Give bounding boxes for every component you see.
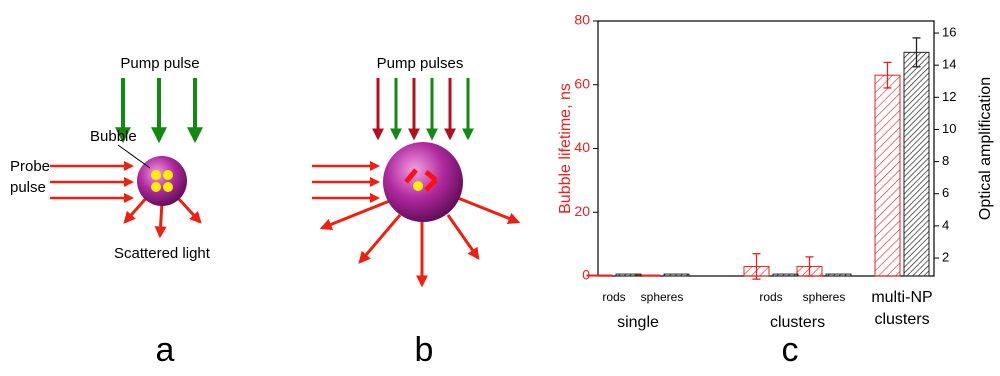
error-bar bbox=[912, 37, 921, 68]
bar bbox=[615, 273, 642, 277]
x-tick-label: spheres bbox=[641, 290, 684, 304]
bubble bbox=[137, 156, 187, 206]
y-tick-label: 0 bbox=[582, 267, 590, 283]
y2-tick-label: 16 bbox=[942, 24, 956, 39]
error-bar bbox=[883, 61, 892, 89]
pump-label: Pump pulse bbox=[120, 55, 199, 72]
bubble-pointer bbox=[117, 144, 151, 169]
y-axis-title: Bubble lifetime, ns bbox=[557, 83, 574, 214]
panel-label: c bbox=[782, 331, 799, 369]
bar bbox=[874, 74, 901, 277]
bar bbox=[825, 273, 852, 277]
pump-label: Pump pulses bbox=[377, 55, 464, 72]
y2-tick-label: 8 bbox=[942, 153, 949, 168]
x-tick-label: multi-NP clusters bbox=[871, 289, 932, 328]
probe-label: pulse bbox=[10, 179, 46, 196]
probe-arrows bbox=[50, 161, 134, 203]
y-tick-label: 20 bbox=[574, 203, 590, 219]
y2-tick-label: 6 bbox=[942, 185, 949, 200]
probe-arrows bbox=[312, 161, 380, 203]
scatter-arrows bbox=[123, 195, 202, 239]
x-tick-label: spheres bbox=[803, 290, 846, 304]
chart: c 0 20 40 60 80 2 4 6 8 10 12 14 16 Bubble lifetime, … bbox=[557, 12, 994, 369]
scatter-arrows bbox=[319, 196, 521, 288]
x-tick-label: rods bbox=[759, 290, 782, 304]
bar bbox=[586, 274, 613, 277]
panel-label: b bbox=[415, 331, 434, 369]
y2-tick-label: 14 bbox=[942, 57, 956, 72]
nanoparticles bbox=[151, 170, 173, 192]
y-tick-label: 40 bbox=[574, 139, 590, 155]
y2-tick-label: 10 bbox=[942, 121, 956, 136]
pump-arrows bbox=[115, 78, 203, 144]
x-tick-label: rods bbox=[602, 290, 625, 304]
panel-label: a bbox=[156, 331, 175, 369]
y2-tick-label: 4 bbox=[942, 217, 949, 232]
panel-a: Pump pulse Bubble Probe pulse Scattered … bbox=[10, 55, 211, 369]
bubble bbox=[383, 142, 463, 222]
bar bbox=[772, 273, 799, 277]
y2-tick-label: 2 bbox=[942, 249, 949, 264]
pump-arrows bbox=[372, 78, 474, 141]
bar bbox=[903, 51, 930, 277]
group-label: clusters bbox=[770, 314, 825, 331]
bar bbox=[663, 273, 690, 277]
scattered-label: Scattered light bbox=[114, 245, 211, 262]
nanoparticles bbox=[404, 168, 438, 192]
group-label: single bbox=[617, 314, 659, 331]
nanoparticle bbox=[413, 181, 423, 191]
error-bar bbox=[805, 256, 814, 277]
probe-label: Probe bbox=[10, 158, 50, 175]
panel-b: Pump pulses b bbox=[312, 55, 521, 369]
y-tick-label: 60 bbox=[574, 75, 590, 91]
y2-tick-label: 12 bbox=[942, 89, 956, 104]
error-bar bbox=[752, 253, 761, 280]
bubble-label: Bubble bbox=[90, 128, 137, 145]
y2-axis-title: Optical amplification bbox=[977, 77, 994, 220]
y-tick-label: 80 bbox=[574, 12, 590, 28]
